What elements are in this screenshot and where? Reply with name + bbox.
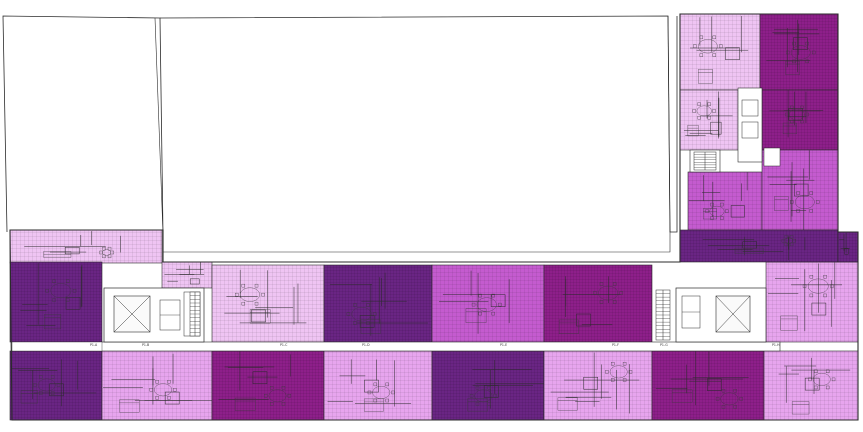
apartment-unit bbox=[211, 350, 325, 421]
core-right bbox=[655, 287, 767, 343]
apartment-unit bbox=[323, 264, 433, 343]
apartment-unit bbox=[543, 350, 653, 421]
core-label: P1-E bbox=[500, 343, 507, 347]
elevator-icon bbox=[715, 295, 751, 333]
building-outline bbox=[9, 13, 859, 421]
apartment-units bbox=[9, 13, 859, 421]
apartment-unit bbox=[543, 264, 653, 343]
apartment-unit bbox=[765, 261, 859, 343]
site-outline bbox=[2, 15, 678, 253]
apartment-unit bbox=[9, 261, 103, 343]
core-labels: P1-A P1-B P1-C P1-D P1-E P1-F P1-G P1-H bbox=[90, 343, 780, 347]
apartment-unit bbox=[761, 89, 839, 151]
core-label: P1-B bbox=[142, 343, 149, 347]
stair-icon bbox=[693, 151, 717, 171]
core-north bbox=[689, 87, 781, 173]
core-label: P1-C bbox=[280, 343, 288, 347]
shaft-icon bbox=[681, 295, 701, 329]
apartment-unit bbox=[323, 350, 433, 421]
core-label: P1-F bbox=[612, 343, 619, 347]
apartment-unit bbox=[651, 350, 765, 421]
apartment-unit bbox=[161, 261, 213, 289]
core-label: P1-G bbox=[660, 343, 668, 347]
apartment-unit bbox=[763, 350, 859, 421]
apartment-unit bbox=[761, 149, 839, 231]
core-label: P1-H bbox=[772, 343, 780, 347]
apartment-unit bbox=[837, 231, 859, 263]
apartment-unit bbox=[679, 229, 839, 263]
apartment-unit bbox=[9, 350, 103, 421]
core-label: P1-A bbox=[90, 343, 98, 347]
central-corridor bbox=[11, 341, 781, 352]
core-label: P1-D bbox=[362, 343, 370, 347]
stair-icon bbox=[655, 289, 671, 341]
furniture-icon bbox=[20, 35, 836, 415]
core-left bbox=[103, 287, 205, 343]
partition-walls bbox=[11, 16, 851, 414]
apartment-unit bbox=[211, 264, 325, 343]
elevator-icon bbox=[113, 295, 151, 333]
apartment-unit bbox=[431, 264, 545, 343]
apartment-unit bbox=[679, 89, 739, 151]
apartment-unit bbox=[679, 13, 761, 91]
stair-icon bbox=[189, 291, 201, 337]
